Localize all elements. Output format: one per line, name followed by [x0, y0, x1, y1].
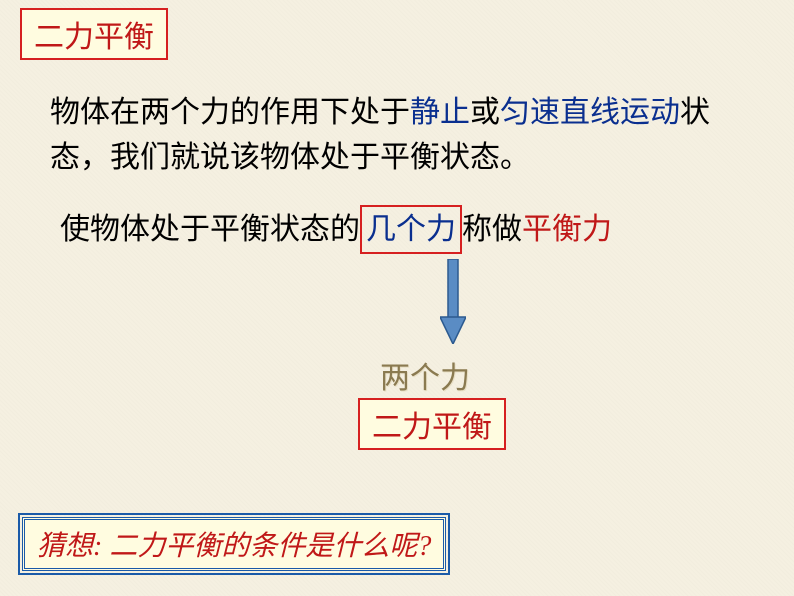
p2-part1: 使物体处于平衡状态的	[60, 213, 360, 246]
two-forces-label: 两个力	[380, 353, 470, 397]
title-text: 二力平衡	[34, 21, 154, 54]
p2-balance-force: 平衡力	[522, 213, 612, 246]
paragraph-two: 使物体处于平衡状态的几个力称做平衡力	[60, 205, 760, 254]
hypothesis-text: 猜想: 二力平衡的条件是什么呢?	[37, 531, 431, 562]
p1-or: 或	[470, 96, 500, 129]
p1-part1: 物体在两个力的作用下处于	[50, 96, 410, 129]
hypothesis-box: 猜想: 二力平衡的条件是什么呢?	[22, 517, 446, 571]
balance-label: 二力平衡	[372, 411, 492, 444]
p2-part3: 称做	[462, 213, 522, 246]
p1-uniform-motion: 匀速直线运动	[500, 96, 680, 129]
title-box: 二力平衡	[20, 8, 168, 60]
p2-several-forces-box: 几个力	[360, 205, 462, 254]
down-arrow	[440, 259, 466, 349]
balance-box: 二力平衡	[358, 398, 506, 450]
arrow-icon	[440, 259, 466, 344]
paragraph-one: 物体在两个力的作用下处于静止或匀速直线运动状态，我们就说该物体处于平衡状态。	[50, 90, 730, 180]
p1-stationary: 静止	[410, 96, 470, 129]
